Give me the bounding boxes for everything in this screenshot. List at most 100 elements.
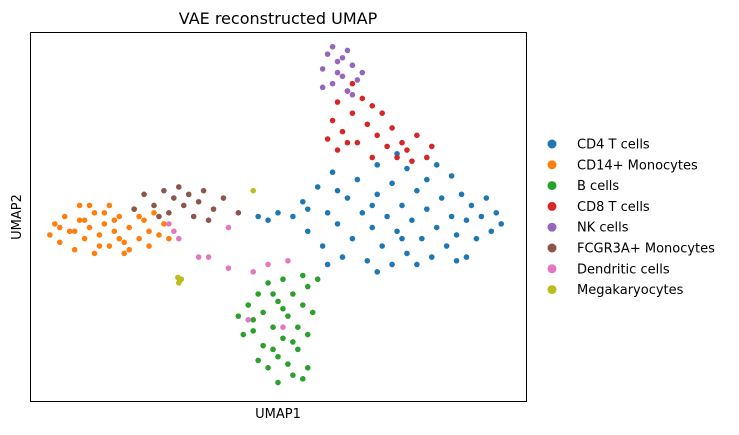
point-cd4-t-cells (329, 169, 336, 176)
point-nk-cells (339, 73, 346, 80)
chart-title: VAE reconstructed UMAP (179, 9, 378, 28)
point-cd4-t-cells (433, 224, 440, 231)
legend-marker-cd14-monocytes (547, 160, 557, 170)
point-b-cells (270, 346, 276, 353)
point-cd4-t-cells (404, 165, 410, 172)
legend: CD4 T cells CD14+ Monocytes B cells CD8 T c… (547, 138, 715, 298)
point-cd14-monocytes (121, 239, 128, 246)
point-b-cells (260, 342, 266, 349)
legend-marker-b-cells (547, 181, 557, 191)
point-cd4-t-cells (374, 162, 381, 168)
point-cd14-monocytes (52, 221, 58, 227)
point-cd14-monocytes (47, 232, 53, 238)
point-cd4-t-cells (424, 206, 430, 212)
point-cd8-t-cells (374, 132, 381, 139)
point-cd14-monocytes (116, 235, 123, 242)
point-cd4-t-cells (414, 261, 420, 268)
point-b-cells (290, 291, 296, 297)
point-cd14-monocytes (141, 217, 147, 223)
point-cd4-t-cells (399, 202, 405, 209)
point-dendritic-cells (166, 221, 172, 227)
legend-label-megakaryocytes: Megakaryocytes (577, 283, 684, 298)
point-b-cells (304, 283, 311, 290)
point-cd8-t-cells (389, 125, 395, 131)
point-cd4-t-cells (453, 232, 460, 238)
point-b-cells (280, 305, 286, 312)
point-cd4-t-cells (453, 257, 460, 264)
x-axis-label: UMAP1 (255, 407, 301, 422)
point-cd14-monocytes (111, 217, 118, 223)
point-cd4-t-cells (483, 195, 490, 201)
point-cd8-t-cells (364, 121, 371, 128)
point-cd4-t-cells (334, 187, 341, 194)
point-cd14-monocytes (136, 213, 142, 220)
point-cd4-t-cells (304, 206, 311, 212)
legend-label-cd14-monocytes: CD14+ Monocytes (577, 158, 698, 173)
point-cd4-t-cells (463, 217, 470, 223)
point-fcgr3a-monocytes (235, 210, 242, 216)
point-megakaryocytes (176, 278, 183, 284)
point-cd4-t-cells (265, 217, 271, 223)
point-dendritic-cells (245, 317, 252, 323)
point-nk-cells (349, 62, 356, 69)
point-nk-cells (319, 84, 326, 91)
point-nk-cells (339, 55, 346, 61)
point-dendritic-cells (171, 228, 177, 235)
point-cd8-t-cells (359, 95, 366, 102)
point-megakaryocytes (250, 187, 256, 194)
point-b-cells (309, 309, 316, 316)
point-cd14-monocytes (106, 202, 113, 209)
point-cd4-t-cells (334, 221, 341, 227)
point-b-cells (275, 379, 281, 386)
point-nk-cells (324, 51, 331, 57)
point-nk-cells (329, 43, 336, 50)
point-b-cells (265, 364, 271, 371)
point-cd14-monocytes (86, 202, 93, 209)
point-cd4-t-cells (463, 254, 470, 260)
legend-label-b-cells: B cells (577, 179, 619, 194)
point-b-cells (250, 328, 256, 334)
point-fcgr3a-monocytes (185, 191, 192, 198)
point-b-cells (270, 291, 276, 297)
point-nk-cells (344, 47, 351, 54)
point-b-cells (240, 331, 247, 338)
point-dendritic-cells (225, 224, 232, 231)
point-cd14-monocytes (96, 243, 103, 249)
point-cd14-monocytes (166, 235, 172, 242)
point-cd14-monocytes (71, 246, 78, 253)
point-cd14-monocytes (91, 210, 98, 216)
point-cd4-t-cells (488, 228, 495, 235)
legend-marker-dendritic-cells (547, 264, 557, 274)
point-b-cells (270, 324, 276, 331)
point-b-cells (300, 272, 306, 279)
point-nk-cells (349, 91, 356, 98)
point-cd4-t-cells (419, 235, 425, 242)
point-cd14-monocytes (96, 232, 103, 238)
point-cd8-t-cells (339, 128, 346, 135)
point-b-cells (280, 276, 286, 283)
point-fcgr3a-monocytes (210, 206, 217, 212)
legend-marker-cd4-t-cells (547, 139, 557, 149)
point-cd8-t-cells (354, 139, 361, 146)
y-axis-label: UMAP2 (10, 194, 25, 240)
point-nk-cells (359, 69, 366, 76)
point-cd14-monocytes (146, 243, 152, 249)
point-cd14-monocytes (101, 210, 108, 216)
point-fcgr3a-monocytes (171, 195, 177, 201)
point-cd14-monocytes (81, 217, 88, 223)
point-cd14-monocytes (91, 250, 98, 257)
point-fcgr3a-monocytes (166, 210, 172, 216)
point-cd4-t-cells (319, 243, 326, 249)
point-cd4-t-cells (384, 213, 390, 220)
point-dendritic-cells (265, 261, 271, 268)
plot-frame (30, 32, 527, 402)
point-fcgr3a-monocytes (200, 187, 207, 194)
point-cd14-monocytes (111, 228, 118, 235)
point-fcgr3a-monocytes (220, 195, 227, 201)
point-cd4-t-cells (314, 184, 321, 190)
point-cd14-monocytes (71, 228, 78, 235)
point-b-cells (300, 376, 306, 382)
point-cd14-monocytes (121, 250, 128, 257)
point-b-cells (290, 339, 296, 345)
point-cd14-monocytes (61, 213, 68, 220)
